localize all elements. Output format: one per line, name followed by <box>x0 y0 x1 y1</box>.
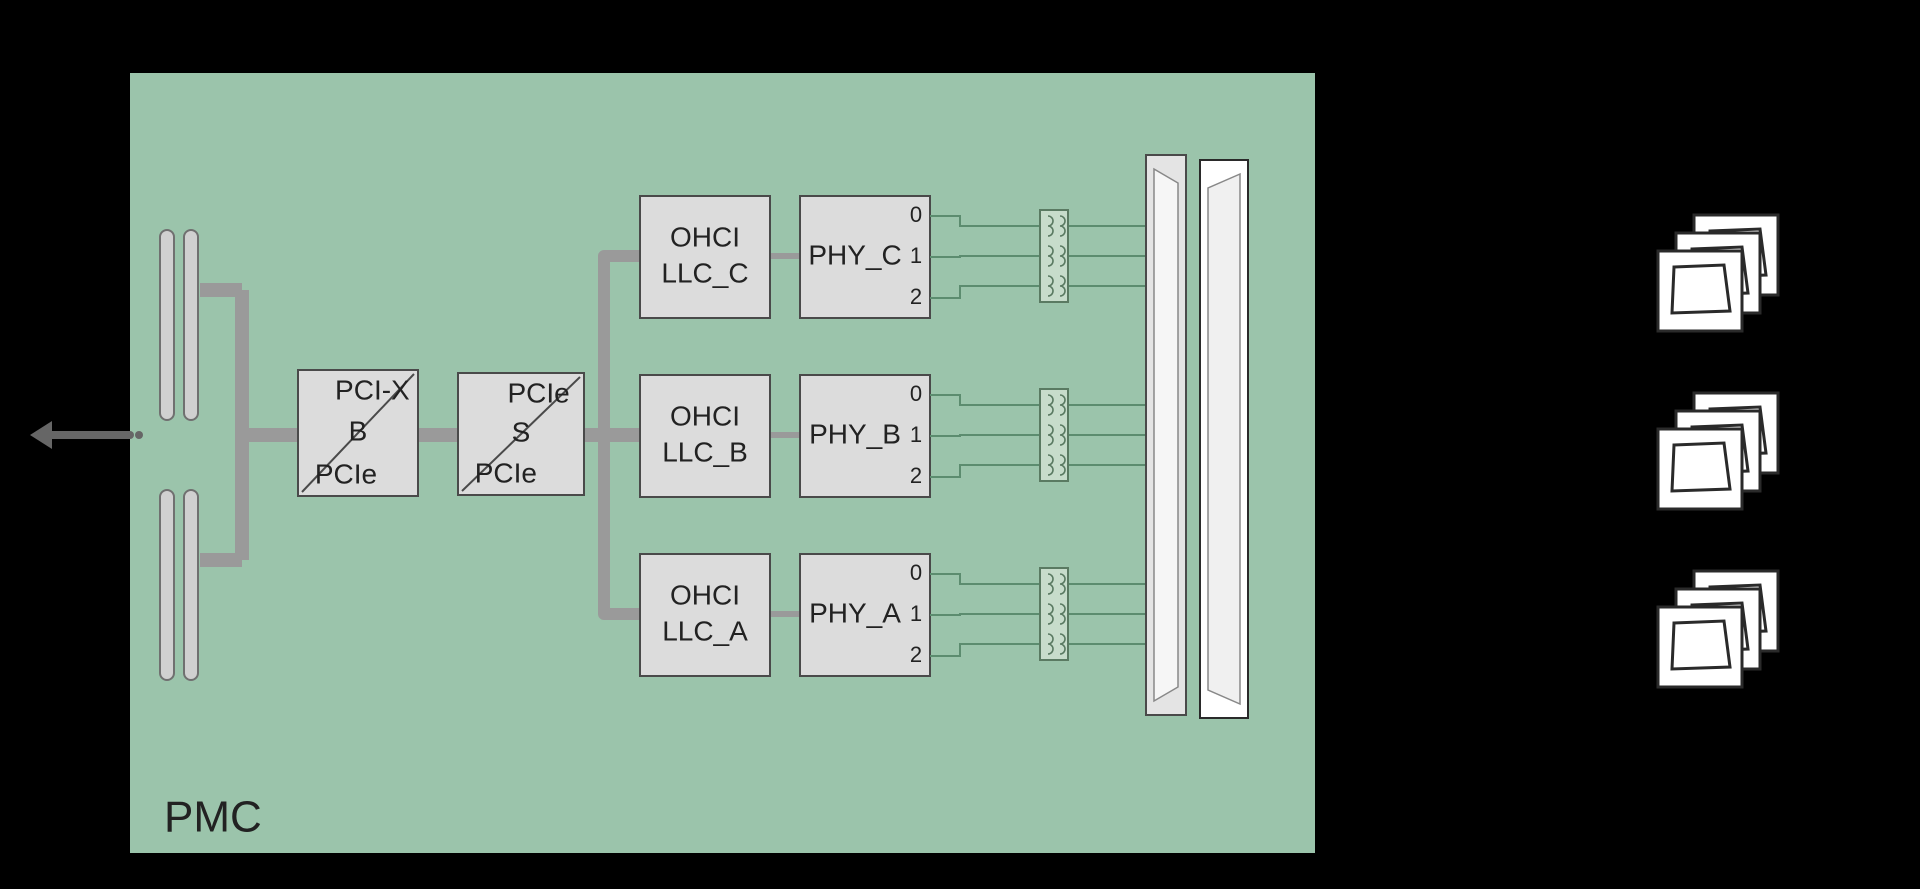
phy-1-wire-1-in <box>930 435 1040 436</box>
phy-1-port-2: 2 <box>910 463 922 488</box>
pmc-label: PMC <box>164 793 262 842</box>
faceplate-connector-left-bevel <box>1154 169 1178 701</box>
phy-2-port-0: 0 <box>910 560 922 585</box>
phy-1-port-1: 1 <box>910 422 922 447</box>
phy-0-port-2: 2 <box>910 284 922 309</box>
phy-2-wire-1-in <box>930 614 1040 615</box>
bridge1-mid-label: B <box>349 415 368 446</box>
bridge1-bot-label: PCIe <box>315 458 377 489</box>
faceplate-connector-right-bevel <box>1208 174 1240 704</box>
ohci-1-line2: LLC_B <box>662 436 748 467</box>
ohci-0-line2: LLC_C <box>661 257 748 288</box>
ohci-0-line1: OHCI <box>670 221 740 252</box>
bridge2-bot-label: PCIe <box>475 457 537 488</box>
phy-1-label: PHY_B <box>809 418 901 449</box>
ohci-2-line2: LLC_A <box>662 615 748 646</box>
device-stack-1-card-0 <box>1658 429 1742 509</box>
ohci-1-line1: OHCI <box>670 400 740 431</box>
edge-pin-group-1-bar-1 <box>184 490 198 680</box>
edge-pin-group-0-bar-1 <box>184 230 198 420</box>
diagram-canvas: PCI-X B PCIe PCIe S PCIe OHCI LLC_C OHCI LLC_B OHC… <box>0 0 1920 889</box>
phy-2-label: PHY_A <box>809 597 901 628</box>
phy-0-port-0: 0 <box>910 202 922 227</box>
phy-0-port-1: 1 <box>910 243 922 268</box>
phy-2-port-2: 2 <box>910 642 922 667</box>
host-arrow-origin <box>135 431 143 439</box>
ohci-2-line1: OHCI <box>670 579 740 610</box>
bridge2-top-label: PCIe <box>508 377 570 408</box>
phy-0-label: PHY_C <box>808 239 901 270</box>
bridge2-mid-label: S <box>512 416 531 447</box>
host-arrow-head <box>30 421 52 449</box>
edge-pin-group-1-bar-0 <box>160 490 174 680</box>
phy-1-port-0: 0 <box>910 381 922 406</box>
phy-0-wire-1-in <box>930 256 1040 257</box>
phy-2-port-1: 1 <box>910 601 922 626</box>
edge-pin-group-0-bar-0 <box>160 230 174 420</box>
bridge1-top-label: PCI-X <box>335 374 410 405</box>
device-stack-2-card-0 <box>1658 607 1742 687</box>
device-stack-0-card-0 <box>1658 251 1742 331</box>
